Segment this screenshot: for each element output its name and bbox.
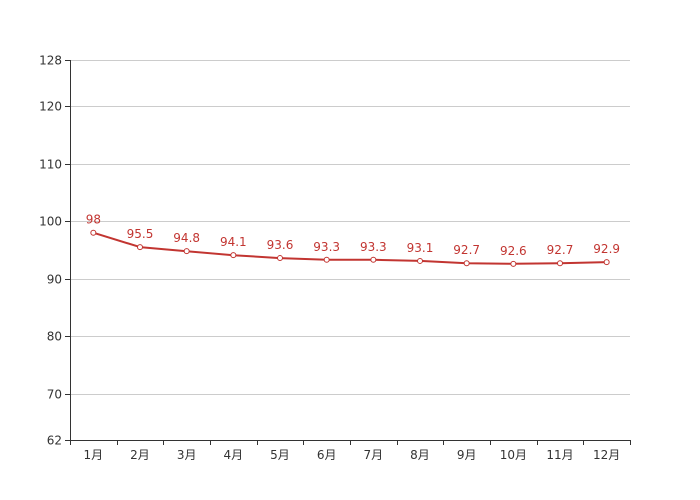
data-label: 95.5	[127, 227, 154, 241]
axes: 62 70 80 90 100 110 120 128 1月 2月 3月 4月 5月 6月 7月 8月 9月 10…	[39, 54, 631, 462]
y-tick-label: 120	[39, 100, 62, 114]
x-tick-label: 1月	[84, 448, 104, 462]
x-tick-label: 7月	[364, 448, 384, 462]
series-line	[93, 231, 607, 265]
x-tick-label: 8月	[410, 448, 430, 462]
data-label: 92.9	[593, 242, 620, 256]
x-tick-label: 6月	[317, 448, 337, 462]
data-label: 92.6	[500, 244, 527, 258]
data-point	[183, 248, 190, 255]
data-label: 98	[86, 213, 101, 227]
data-point	[277, 255, 283, 262]
y-tick-label: 80	[47, 330, 62, 344]
x-tick-label: 3月	[177, 448, 197, 462]
x-tick-label: 2月	[130, 448, 150, 462]
grid-lines	[70, 60, 630, 395]
x-tick-label: 10月	[500, 448, 527, 462]
y-tick-label: 100	[39, 215, 62, 229]
series-layer	[90, 229, 610, 267]
data-point	[370, 256, 377, 263]
data-label: 93.3	[313, 240, 340, 254]
data-point	[603, 259, 610, 266]
x-tick-label: 9月	[457, 448, 477, 462]
y-tick-label: 62	[47, 434, 62, 448]
data-point	[557, 260, 563, 267]
y-tick-label: 110	[39, 158, 62, 172]
data-label: 93.1	[407, 241, 434, 255]
x-tick-label: 4月	[224, 448, 244, 462]
data-label: 93.6	[267, 238, 294, 252]
data-label: 94.1	[220, 235, 247, 249]
data-point	[90, 229, 97, 236]
data-labels: 98 95.5 94.8 94.1 93.6 93.3 93.3 93.1 92.7 92.6 92…	[86, 213, 620, 258]
y-tick-label: 90	[47, 273, 62, 287]
data-label: 92.7	[547, 243, 574, 257]
x-tick-label: 11月	[546, 448, 573, 462]
data-point	[137, 244, 143, 251]
x-tick-label: 12月	[593, 448, 620, 462]
data-label: 94.8	[173, 231, 200, 245]
data-label: 93.3	[360, 240, 387, 254]
data-point	[230, 252, 237, 259]
y-tick-label: 128	[39, 54, 62, 68]
data-point	[510, 260, 517, 267]
data-point	[417, 257, 423, 264]
data-point	[323, 256, 330, 263]
data-point	[463, 260, 470, 267]
y-tick-label: 70	[47, 388, 62, 402]
x-tick-label: 5月	[270, 448, 290, 462]
data-label: 92.7	[453, 243, 480, 257]
